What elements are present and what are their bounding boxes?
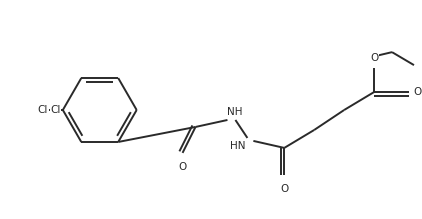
- Text: O: O: [413, 87, 421, 97]
- Text: O: O: [280, 184, 288, 194]
- Text: Cl: Cl: [51, 105, 61, 115]
- Text: HN: HN: [230, 141, 246, 151]
- Text: Cl: Cl: [38, 105, 48, 115]
- Text: O: O: [370, 53, 378, 63]
- Text: O: O: [179, 162, 187, 172]
- Text: NH: NH: [227, 107, 243, 117]
